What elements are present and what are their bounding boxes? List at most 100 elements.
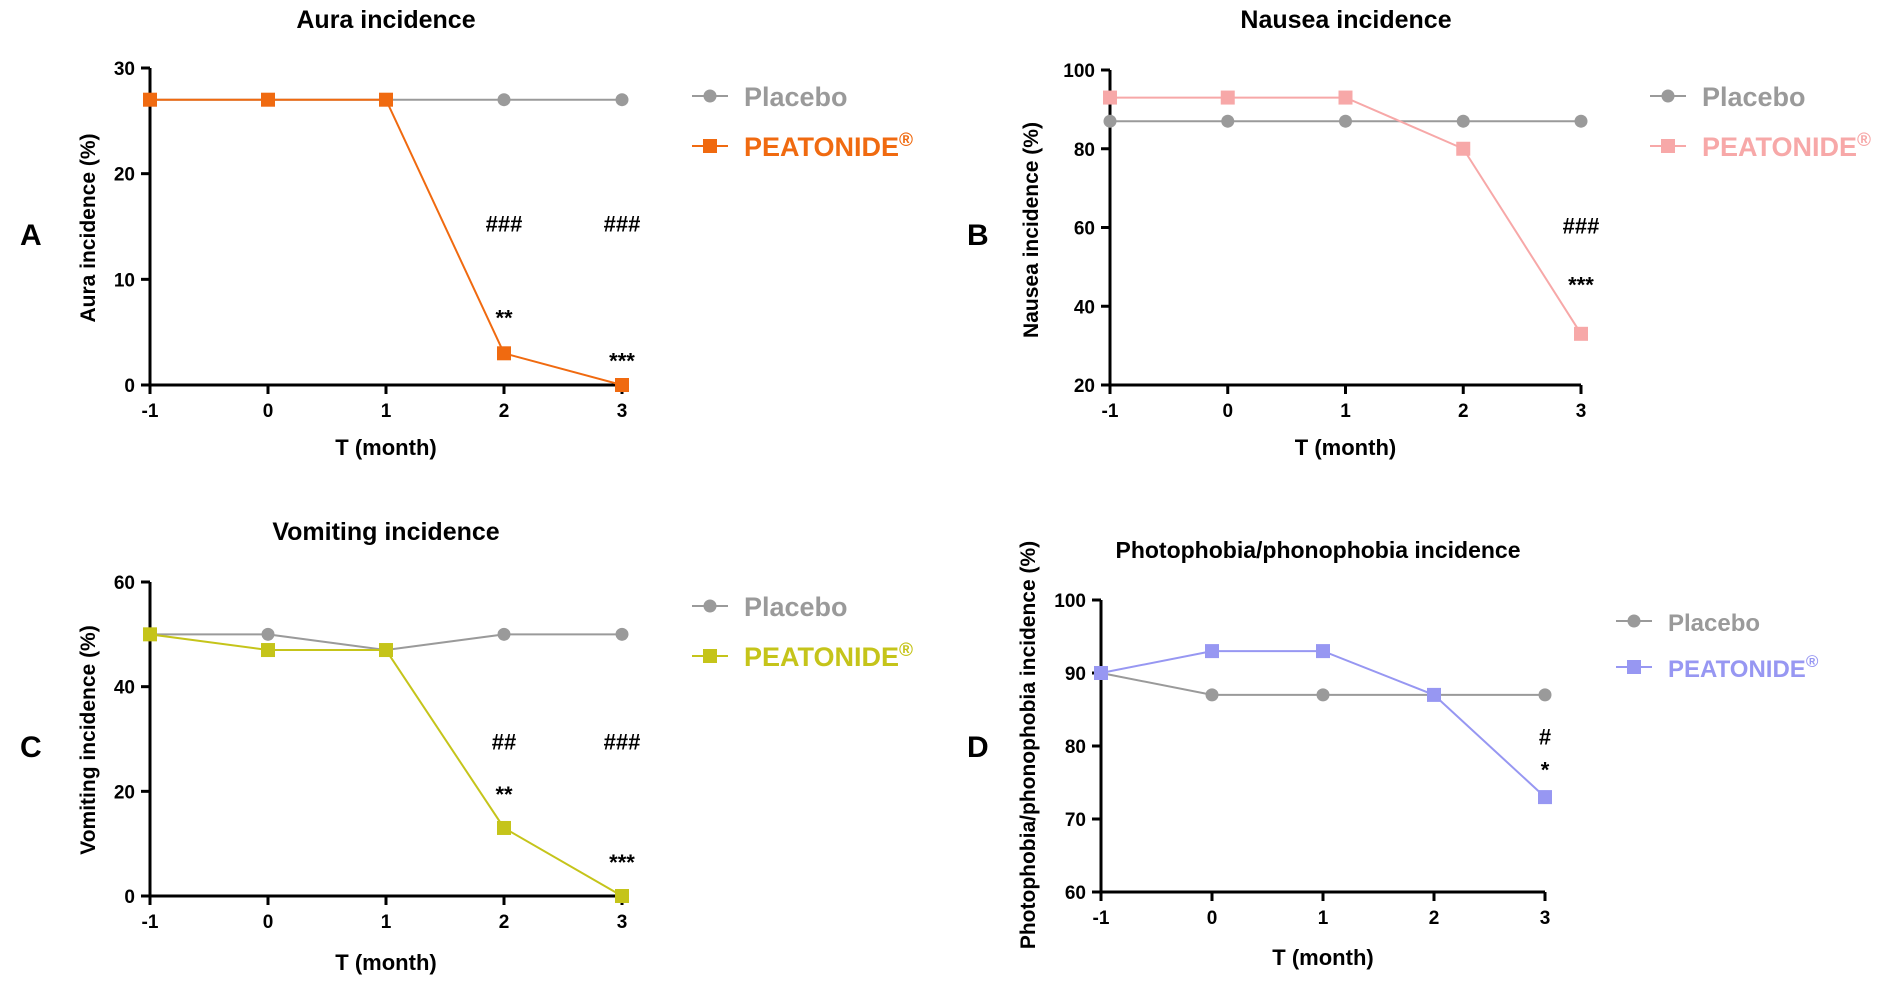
x-tick-label: 2 [1458,401,1469,422]
legend-label: PEATONIDE® [744,130,913,162]
significance-annotation: ## [492,730,516,755]
significance-annotation: ### [1563,214,1600,239]
placebo-point [1103,114,1117,128]
placebo-point [497,627,511,641]
legend-label-text: Placebo [744,592,848,622]
legend-item-peatonide: PEATONIDE® [1650,130,1871,162]
series-line-peatonide [149,633,623,897]
x-tick-label: 0 [1207,908,1218,929]
panel-letter: A [20,219,42,252]
series-line-peatonide [1110,96,1582,335]
legend-label-text: PEATONIDE [1668,656,1806,683]
x-axis-label: T (month) [335,435,436,460]
x-tick-label: 1 [1340,401,1351,422]
y-tick-label: 20 [1074,376,1095,397]
placebo-point [1574,114,1588,128]
legend-label-text: PEATONIDE [1702,132,1857,162]
chart-title: Vomiting incidence [272,518,499,546]
placebo-point [261,627,275,641]
x-tick-label: 1 [381,401,392,422]
peatonide-point [379,92,393,107]
chart-title: Aura incidence [296,6,475,34]
legend-label: Placebo [744,82,848,112]
panel-letter: D [967,731,989,764]
series-line-peatonide [150,98,623,386]
x-tick-label: 3 [1540,908,1551,929]
legend-circle-marker [703,599,717,613]
y-tick-label: 60 [1065,883,1086,904]
significance-annotation: *** [609,850,635,875]
x-tick-label: 1 [1318,908,1329,929]
chart-title: Nausea incidence [1240,6,1451,34]
registered-mark: ® [1806,652,1819,671]
placebo-point [1221,114,1235,128]
significance-annotation: *** [1568,273,1594,298]
legend-label: PEATONIDE® [1702,130,1871,162]
series-line-peatonide [1100,650,1546,798]
x-tick-label: 2 [1429,908,1440,929]
peatonide-point [1427,687,1441,702]
legend-label-text: PEATONIDE [744,642,899,672]
peatonide-point [1456,141,1471,156]
panel-d: D Photophobia/phonophobia incidence 60 70 80… [967,537,1819,970]
peatonide-point [1538,790,1552,805]
y-axis-label: Photophobia/phonophobia incidence (%) [1017,541,1040,949]
panel-letter: C [20,731,42,764]
y-tick-label: 60 [1074,219,1095,240]
legend-item-peatonide: PEATONIDE® [692,130,913,162]
y-tick-label: 40 [114,678,135,699]
x-tick-label: 0 [1222,401,1233,422]
x-tick-label: 2 [499,912,510,933]
x-tick-label: 3 [617,912,628,933]
legend-label: PEATONIDE® [744,640,913,672]
legend-item-peatonide: PEATONIDE® [1616,652,1819,683]
peatonide-point [1103,90,1117,105]
y-axis-label: Nausea incidence (%) [1020,122,1043,338]
placebo-point [1339,114,1352,128]
panel-letter: B [967,219,989,252]
x-tick-label: 3 [1576,401,1587,422]
registered-mark: ® [899,640,913,661]
x-axis-label: T (month) [335,950,436,975]
panel-a: A Aura incidence 0 10 20 30 -1 0 1 2 3 T (month) Aur… [20,6,913,460]
x-tick-label: 3 [617,401,628,422]
legend-label-text: PEATONIDE [744,132,899,162]
legend-circle-marker [1661,89,1675,103]
y-tick-label: 20 [114,782,135,803]
x-tick-label: 1 [381,912,392,933]
y-tick-label: 0 [124,376,135,397]
significance-annotation: *** [609,349,635,374]
y-tick-label: 60 [114,573,135,594]
x-tick-label: -1 [1093,908,1110,929]
significance-annotation: ** [495,305,513,330]
y-tick-label: 80 [1074,140,1095,161]
placebo-point [1456,114,1470,128]
legend-label: Placebo [1702,82,1806,112]
y-tick-label: 10 [114,270,135,291]
placebo-point [497,93,511,107]
registered-mark: ® [1857,130,1871,151]
peatonide-point [1338,90,1353,105]
peatonide-point [143,627,157,642]
legend-square-marker [703,649,717,663]
y-tick-label: 20 [114,165,135,186]
registered-mark: ® [899,130,913,151]
significance-annotation: ### [604,211,641,236]
legend-circle-marker [1627,614,1641,628]
x-tick-label: 0 [263,912,274,933]
peatonide-point [1316,644,1330,659]
peatonide-point [615,378,629,392]
legend-label-text: Placebo [1668,610,1760,637]
placebo-point [615,627,629,641]
panel-b: B Nausea incidence 20 40 60 80 100 -1 0 1 2 3 T (mon… [967,6,1871,460]
legend: Placebo PEATONIDE® [692,592,913,672]
legend-label: PEATONIDE® [1668,652,1819,683]
peatonide-point [497,346,511,361]
significance-annotation: ** [495,782,513,807]
peatonide-point [1094,666,1108,680]
peatonide-point [1574,326,1588,341]
peatonide-point [261,643,275,658]
significance-annotation: * [1541,757,1550,782]
chart-title: Photophobia/phonophobia incidence [1115,537,1520,563]
